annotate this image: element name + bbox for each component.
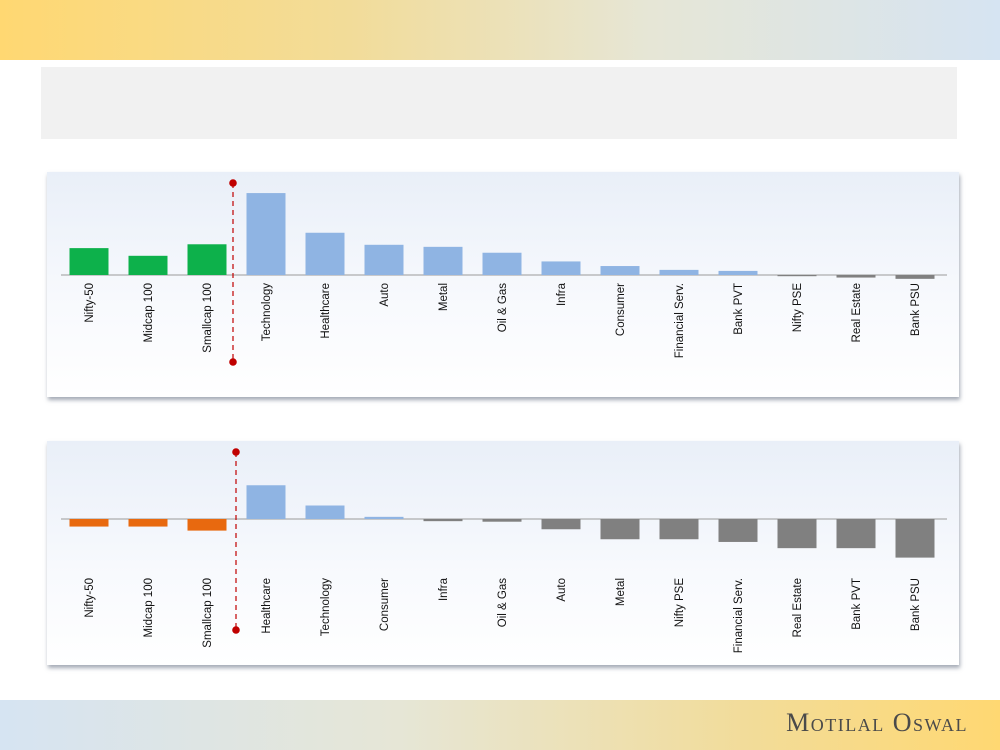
tick-label-midcap-100: Midcap 100: [143, 283, 155, 342]
tick-label-smallcap-100: Smallcap 100: [202, 578, 214, 648]
bar-auto: [541, 519, 581, 530]
tick-label-metal: Metal: [615, 578, 627, 606]
divider-top-dot: [232, 448, 240, 456]
tick-label-nifty-50: Nifty-50: [84, 578, 96, 618]
tick-label-bank-psu: Bank PSU: [910, 578, 922, 631]
bar-healthcare: [246, 485, 286, 519]
tick-label-infra: Infra: [556, 282, 568, 306]
tick-label-financial-serv-: Financial Serv.: [733, 578, 745, 653]
bar-financial-serv-: [659, 269, 699, 275]
bar-nifty-50: [69, 519, 109, 527]
bar-consumer: [600, 266, 640, 275]
bar-bank-psu: [895, 519, 935, 558]
tick-label-bank-pvt: Bank PVT: [851, 578, 863, 630]
tick-label-nifty-pse: Nifty PSE: [792, 283, 804, 333]
bar-midcap-100: [128, 519, 168, 527]
tick-label-consumer: Consumer: [615, 283, 627, 336]
slide-title-box: [41, 67, 957, 139]
sector-performance-chart-1: Nifty-50 Midcap 100 Smallcap 100 Technology…: [61, 179, 947, 366]
divider-bottom-dot: [232, 626, 240, 634]
tick-label-financial-serv-: Financial Serv.: [674, 283, 686, 358]
bar-metal: [600, 519, 640, 540]
chart-panel-1: Nifty-50 Midcap 100 Smallcap 100 Technology…: [47, 172, 959, 397]
tick-label-infra: Infra: [438, 577, 450, 601]
divider-bottom-dot: [229, 358, 237, 366]
tick-label-technology: Technology: [261, 283, 273, 341]
bar-smallcap-100: [187, 244, 227, 275]
tick-label-oil-gas: Oil & Gas: [497, 578, 509, 627]
bar-nifty-pse: [777, 275, 817, 277]
bar-oil-gas: [482, 519, 522, 522]
sector-performance-chart-2: Nifty-50 Midcap 100 Smallcap 100 Healthcare…: [61, 448, 947, 653]
bar-real-estate: [777, 519, 817, 549]
bar-infra: [541, 261, 581, 275]
tick-label-bank-pvt: Bank PVT: [733, 283, 745, 335]
bar-oil-gas: [482, 252, 522, 275]
tick-label-real-estate: Real Estate: [851, 283, 863, 342]
tick-label-metal: Metal: [438, 283, 450, 311]
top-header-band: [0, 0, 1000, 60]
tick-label-nifty-pse: Nifty PSE: [674, 578, 686, 628]
divider-top-dot: [229, 179, 237, 187]
bar-auto: [364, 244, 404, 275]
bar-nifty-50: [69, 248, 109, 275]
chart-panel-2: Nifty-50 Midcap 100 Smallcap 100 Healthcare…: [47, 441, 959, 665]
bar-midcap-100: [128, 255, 168, 275]
motilal-oswal-logo: Motilal Oswal: [786, 708, 968, 737]
tick-label-midcap-100: Midcap 100: [143, 578, 155, 637]
bottom-footer-band: [0, 700, 1000, 750]
bar-technology: [246, 193, 286, 275]
bar-nifty-pse: [659, 519, 699, 540]
tick-label-bank-psu: Bank PSU: [910, 283, 922, 336]
bar-bank-psu: [895, 275, 935, 279]
bar-bank-pvt: [836, 519, 876, 549]
bar-healthcare: [305, 232, 345, 275]
tick-label-smallcap-100: Smallcap 100: [202, 283, 214, 353]
bar-infra: [423, 519, 463, 522]
tick-label-auto: Auto: [556, 578, 568, 602]
tick-label-healthcare: Healthcare: [320, 283, 332, 339]
tick-label-oil-gas: Oil & Gas: [497, 283, 509, 332]
tick-label-technology: Technology: [320, 578, 332, 636]
bar-smallcap-100: [187, 519, 227, 531]
bar-financial-serv-: [718, 519, 758, 542]
tick-label-real-estate: Real Estate: [792, 578, 804, 637]
tick-label-consumer: Consumer: [379, 578, 391, 631]
bar-real-estate: [836, 275, 876, 278]
tick-label-auto: Auto: [379, 283, 391, 307]
tick-label-healthcare: Healthcare: [261, 578, 273, 634]
tick-label-nifty-50: Nifty-50: [84, 283, 96, 323]
bar-metal: [423, 246, 463, 275]
bar-consumer: [364, 516, 404, 519]
bar-bank-pvt: [718, 270, 758, 275]
bar-technology: [305, 505, 345, 519]
